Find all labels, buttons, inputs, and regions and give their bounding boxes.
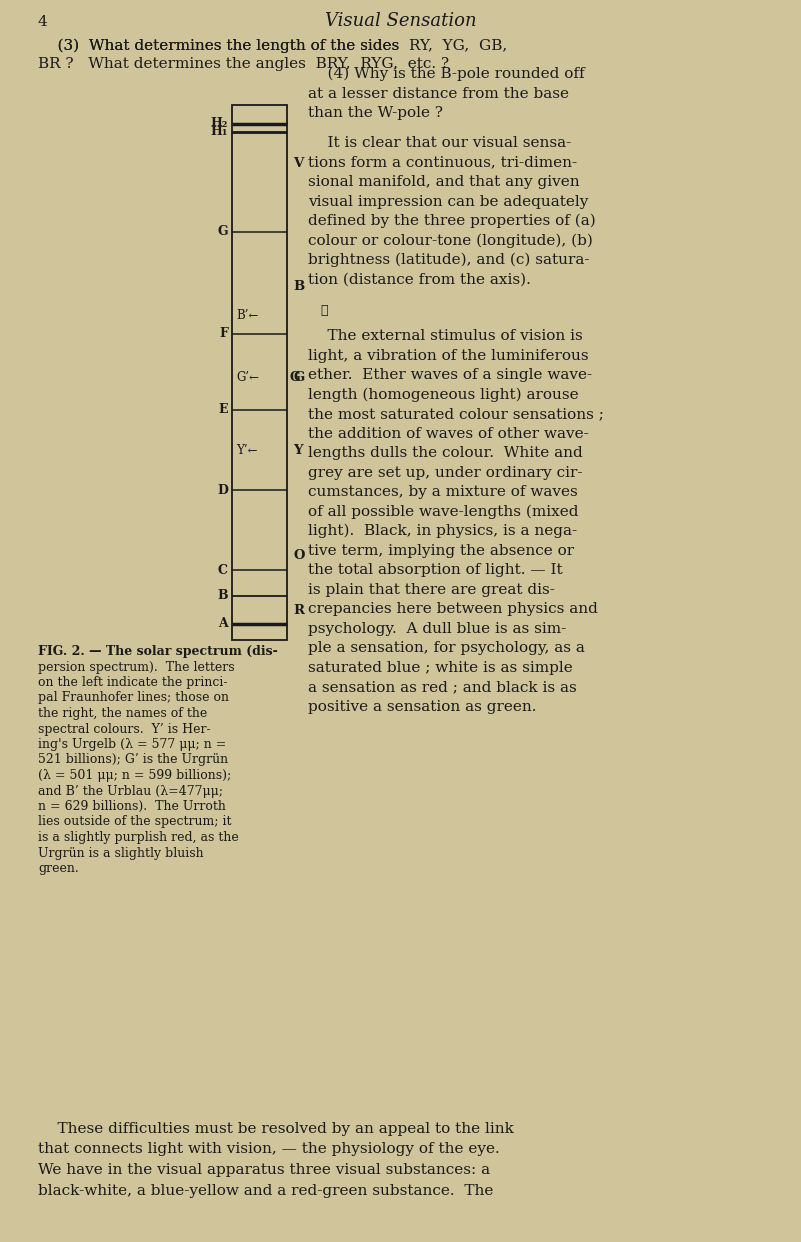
Text: V: V (293, 158, 304, 170)
Text: G: G (289, 371, 300, 384)
Text: (3)  What determines the length of the sides  RY,  YG,  GB,: (3) What determines the length of the si… (38, 39, 507, 53)
Text: at a lesser distance from the base: at a lesser distance from the base (308, 87, 569, 101)
Text: black-white, a blue-yellow and a red-green substance.  The: black-white, a blue-yellow and a red-gre… (38, 1184, 493, 1197)
Text: FIG. 2. — The solar spectrum (dis-: FIG. 2. — The solar spectrum (dis- (38, 645, 278, 658)
Text: colour or colour-tone (longitude), (b): colour or colour-tone (longitude), (b) (308, 233, 593, 247)
Text: B’←: B’← (236, 309, 259, 322)
Text: 4: 4 (38, 15, 48, 29)
Text: is a slightly purplish red, as the: is a slightly purplish red, as the (38, 831, 239, 845)
Text: psychology.  A dull blue is as sim-: psychology. A dull blue is as sim- (308, 622, 566, 636)
Text: B: B (293, 281, 304, 293)
Text: (λ = 501 μμ; n = 599 billions);: (λ = 501 μμ; n = 599 billions); (38, 769, 231, 782)
Text: cumstances, by a mixture of waves: cumstances, by a mixture of waves (308, 486, 578, 499)
Text: R: R (293, 604, 304, 617)
Text: tive term, implying the absence or: tive term, implying the absence or (308, 544, 574, 558)
Text: ether.  Ether waves of a single wave-: ether. Ether waves of a single wave- (308, 369, 592, 383)
Text: length (homogeneous light) arouse: length (homogeneous light) arouse (308, 388, 578, 401)
Text: O: O (293, 549, 304, 561)
Text: G: G (217, 225, 228, 238)
Text: crepancies here between physics and: crepancies here between physics and (308, 602, 598, 616)
Text: on the left indicate the princi-: on the left indicate the princi- (38, 676, 227, 689)
Bar (232, 106, 287, 640)
Text: the right, the names of the: the right, the names of the (38, 707, 207, 720)
Text: BR ?   What determines the angles  BRY,  RYG,  etc. ?: BR ? What determines the angles BRY, RYG… (38, 57, 449, 71)
Text: visual impression can be adequately: visual impression can be adequately (308, 195, 589, 209)
Text: B: B (217, 589, 228, 602)
Text: tions form a continuous, tri-dimen-: tions form a continuous, tri-dimen- (308, 155, 578, 170)
Text: tion (distance from the axis).: tion (distance from the axis). (308, 273, 531, 287)
Text: of all possible wave-lengths (mixed: of all possible wave-lengths (mixed (308, 504, 578, 519)
Text: (4) Why is the B-pole rounded off: (4) Why is the B-pole rounded off (308, 67, 585, 81)
Text: light).  Black, in physics, is a nega-: light). Black, in physics, is a nega- (308, 524, 578, 538)
Text: spectral colours.  Y’ is Her-: spectral colours. Y’ is Her- (38, 723, 211, 735)
Text: D: D (217, 483, 228, 497)
Text: E: E (219, 404, 228, 416)
Text: the total absorption of light. — It: the total absorption of light. — It (308, 564, 562, 578)
Text: G: G (293, 371, 304, 384)
Text: H₁: H₁ (211, 125, 228, 138)
Text: and B’ the Urblau (λ=477μμ;: and B’ the Urblau (λ=477μμ; (38, 785, 223, 797)
Text: Visual Sensation: Visual Sensation (325, 12, 477, 30)
Text: ple a sensation, for psychology, as a: ple a sensation, for psychology, as a (308, 641, 585, 656)
Text: than the W-pole ?: than the W-pole ? (308, 106, 443, 120)
Text: These difficulties must be resolved by an appeal to the link: These difficulties must be resolved by a… (38, 1122, 514, 1136)
Text: C: C (218, 564, 228, 578)
Text: Urgrün is a slightly bluish: Urgrün is a slightly bluish (38, 847, 203, 859)
Text: The external stimulus of vision is: The external stimulus of vision is (308, 329, 583, 343)
Text: persion spectrum).  The letters: persion spectrum). The letters (38, 661, 235, 673)
Text: ✶: ✶ (313, 304, 328, 317)
Text: (3)  What determines the length of the sides: (3) What determines the length of the si… (38, 39, 409, 53)
Text: H₂: H₂ (211, 117, 228, 130)
Text: defined by the three properties of (a): defined by the three properties of (a) (308, 214, 596, 229)
Text: Y’←: Y’← (236, 443, 257, 457)
Text: brightness (latitude), and (c) satura-: brightness (latitude), and (c) satura- (308, 253, 590, 267)
Text: the most saturated colour sensations ;: the most saturated colour sensations ; (308, 407, 604, 421)
Text: n = 629 billions).  The Urroth: n = 629 billions). The Urroth (38, 800, 226, 814)
Text: saturated blue ; white is as simple: saturated blue ; white is as simple (308, 661, 573, 674)
Text: light, a vibration of the luminiferous: light, a vibration of the luminiferous (308, 349, 589, 363)
Text: a sensation as red ; and black is as: a sensation as red ; and black is as (308, 681, 577, 694)
Text: 521 billions); G’ is the Urgrün: 521 billions); G’ is the Urgrün (38, 754, 228, 766)
Text: F: F (219, 328, 228, 340)
Text: A: A (218, 617, 228, 631)
Text: It is clear that our visual sensa-: It is clear that our visual sensa- (308, 137, 571, 150)
Text: that connects light with vision, — the physiology of the eye.: that connects light with vision, — the p… (38, 1143, 500, 1156)
Text: ing's Urgelb (λ = 577 μμ; n =: ing's Urgelb (λ = 577 μμ; n = (38, 738, 227, 751)
Text: sional manifold, and that any given: sional manifold, and that any given (308, 175, 580, 189)
Text: grey are set up, under ordinary cir-: grey are set up, under ordinary cir- (308, 466, 582, 479)
Text: the addition of waves of other wave-: the addition of waves of other wave- (308, 427, 589, 441)
Text: lengths dulls the colour.  White and: lengths dulls the colour. White and (308, 446, 583, 461)
Text: positive a sensation as green.: positive a sensation as green. (308, 699, 537, 714)
Text: green.: green. (38, 862, 78, 876)
Text: is plain that there are great dis-: is plain that there are great dis- (308, 582, 555, 596)
Text: G’←: G’← (236, 371, 259, 384)
Text: Y: Y (293, 443, 303, 457)
Text: pal Fraunhofer lines; those on: pal Fraunhofer lines; those on (38, 692, 229, 704)
Text: We have in the visual apparatus three visual substances: a: We have in the visual apparatus three vi… (38, 1163, 490, 1177)
Text: lies outside of the spectrum; it: lies outside of the spectrum; it (38, 816, 231, 828)
